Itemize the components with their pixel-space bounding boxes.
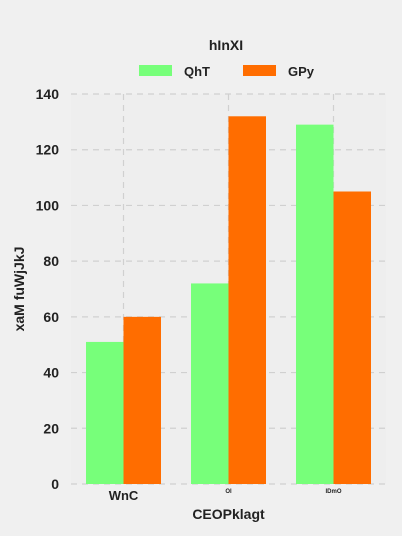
x-axis-title: CEOPklagt — [192, 506, 265, 522]
y-tick-label: 60 — [43, 309, 59, 325]
legend-items: QhT GPy — [139, 64, 315, 79]
bars — [86, 116, 371, 485]
legend-label-QhT: QhT — [184, 64, 210, 79]
y-tick-label: 20 — [43, 420, 59, 436]
legend: hInXI QhT GPy — [139, 37, 315, 79]
legend-swatch-GPy — [243, 65, 276, 76]
bar-GPy-WnC — [123, 316, 161, 484]
bar-QhT-IDmO — [296, 124, 334, 485]
x-tick-label: WnC — [109, 488, 139, 503]
y-tick-label: 100 — [36, 197, 60, 213]
bar-GPy-Ol — [228, 116, 266, 485]
y-tick-label: 120 — [36, 142, 60, 158]
bar-GPy-IDmO — [333, 191, 371, 484]
y-tick-label: 140 — [36, 86, 60, 102]
legend-title: hInXI — [209, 37, 243, 53]
bar-QhT-WnC — [86, 341, 124, 484]
y-axis-ticks: 0 20 40 60 80 100 120 140 — [36, 86, 60, 492]
legend-swatch-QhT — [139, 65, 172, 76]
y-tick-label: 40 — [43, 365, 59, 381]
y-axis-title: xaM fuWjJkJ — [11, 247, 27, 332]
y-tick-label: 0 — [51, 476, 59, 492]
x-tick-label: Ol — [225, 489, 232, 495]
y-tick-label: 80 — [43, 253, 59, 269]
legend-label-GPy: GPy — [288, 64, 315, 79]
bar-QhT-Ol — [191, 283, 229, 484]
x-tick-label: IDmO — [325, 489, 341, 495]
x-axis-ticks: WnC Ol IDmO — [109, 488, 342, 503]
